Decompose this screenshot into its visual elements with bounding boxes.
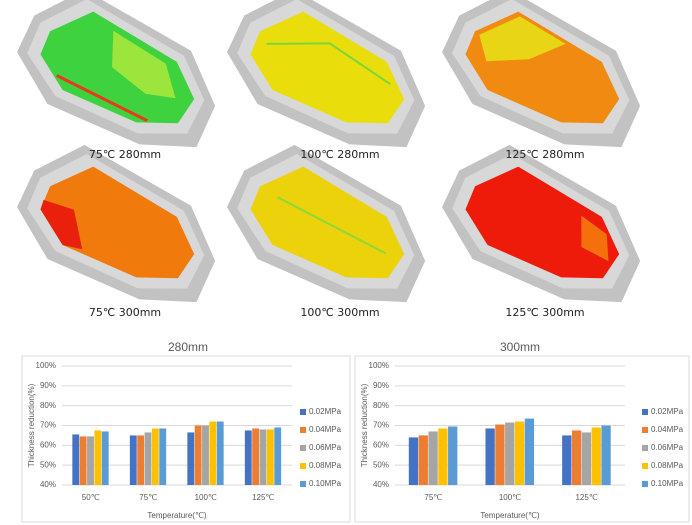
y-tick-label: 40% [373, 480, 389, 489]
bar [252, 428, 259, 485]
legend-swatch [642, 463, 648, 469]
bar [260, 429, 267, 485]
legend-swatch [642, 445, 648, 451]
caption: 125℃ 300mm [505, 306, 584, 319]
y-tick-label: 100% [369, 361, 389, 370]
y-tick-label: 90% [40, 381, 56, 390]
y-tick-label: 60% [40, 440, 56, 449]
bar [80, 436, 87, 485]
bar [562, 435, 571, 485]
legend-swatch [642, 427, 648, 433]
chart-title: 300mm [500, 340, 540, 354]
caption: 75℃ 300mm [89, 306, 161, 319]
caption: 100℃ 280mm [300, 148, 379, 161]
chart-title: 280mm [168, 340, 208, 354]
bar [94, 430, 101, 485]
y-axis-label: Thickness reduction(%) [360, 383, 369, 467]
bar [159, 428, 166, 485]
x-tick-label: 75℃ [139, 493, 157, 502]
bar [438, 428, 447, 485]
bar [209, 422, 216, 485]
x-tick-label: 100℃ [499, 493, 521, 502]
bar [202, 426, 209, 486]
y-tick-label: 90% [373, 381, 389, 390]
bar [217, 422, 224, 485]
x-axis-label: Temperature(℃) [147, 511, 207, 520]
legend-label: 0.06MPa [651, 443, 684, 452]
bar [87, 436, 94, 485]
part-image [212, 0, 447, 163]
bar [267, 429, 274, 485]
legend-label: 0.02MPa [651, 407, 684, 416]
caption: 100℃ 300mm [300, 306, 379, 319]
bar [274, 427, 281, 485]
y-tick-label: 70% [373, 421, 389, 430]
y-tick-label: 40% [40, 480, 56, 489]
y-tick-label: 70% [40, 421, 56, 430]
bar [72, 434, 79, 485]
legend-swatch [642, 481, 648, 487]
bar [130, 435, 137, 485]
bar [448, 426, 457, 485]
bar [245, 430, 252, 485]
legend-swatch [642, 409, 648, 415]
legend-label: 0.06MPa [309, 443, 342, 452]
bar [485, 428, 494, 485]
bar [592, 427, 601, 485]
legend-swatch [300, 445, 306, 451]
legend-label: 0.10MPa [651, 479, 684, 488]
legend-label: 0.08MPa [651, 461, 684, 470]
bar [152, 428, 159, 485]
y-tick-label: 80% [373, 401, 389, 410]
legend-label: 0.04MPa [309, 425, 342, 434]
bar [409, 437, 418, 485]
x-tick-label: 50℃ [82, 493, 100, 502]
y-tick-label: 60% [373, 440, 389, 449]
y-axis-label: Thickness reduction(%) [27, 383, 36, 467]
y-tick-label: 100% [36, 361, 56, 370]
legend-swatch [300, 463, 306, 469]
y-tick-label: 80% [40, 401, 56, 410]
bar [515, 422, 524, 485]
bar [505, 423, 514, 485]
y-tick-label: 50% [40, 460, 56, 469]
bar [195, 426, 202, 486]
legend-label: 0.02MPa [309, 407, 342, 416]
bar [495, 425, 504, 485]
bar [102, 431, 109, 485]
x-tick-label: 75℃ [424, 493, 442, 502]
bar [428, 431, 437, 485]
bar [419, 435, 428, 485]
legend-swatch [300, 427, 306, 433]
bar [572, 430, 581, 485]
page: 75℃ 280mm 100℃ 280mm 125℃ 280mm 75℃ 300m… [0, 0, 692, 525]
figure: 75℃ 280mm 100℃ 280mm 125℃ 280mm 75℃ 300m… [0, 0, 692, 525]
x-tick-label: 100℃ [195, 493, 217, 502]
legend-label: 0.10MPa [309, 479, 342, 488]
legend-label: 0.08MPa [309, 461, 342, 470]
part-image [427, 0, 662, 163]
y-tick-label: 50% [373, 460, 389, 469]
bar [601, 426, 610, 486]
bar [525, 419, 534, 485]
caption: 75℃ 280mm [89, 148, 161, 161]
legend-label: 0.04MPa [651, 425, 684, 434]
x-tick-label: 125℃ [575, 493, 597, 502]
legend-swatch [300, 409, 306, 415]
legend-swatch [300, 481, 306, 487]
bar [187, 432, 194, 485]
bar [582, 432, 591, 485]
bar [145, 432, 152, 485]
caption: 125℃ 280mm [505, 148, 584, 161]
bar [137, 435, 144, 485]
x-axis-label: Temperature(℃) [480, 511, 540, 520]
chart-border [22, 356, 350, 522]
part-image [2, 0, 237, 163]
x-tick-label: 125℃ [252, 493, 274, 502]
